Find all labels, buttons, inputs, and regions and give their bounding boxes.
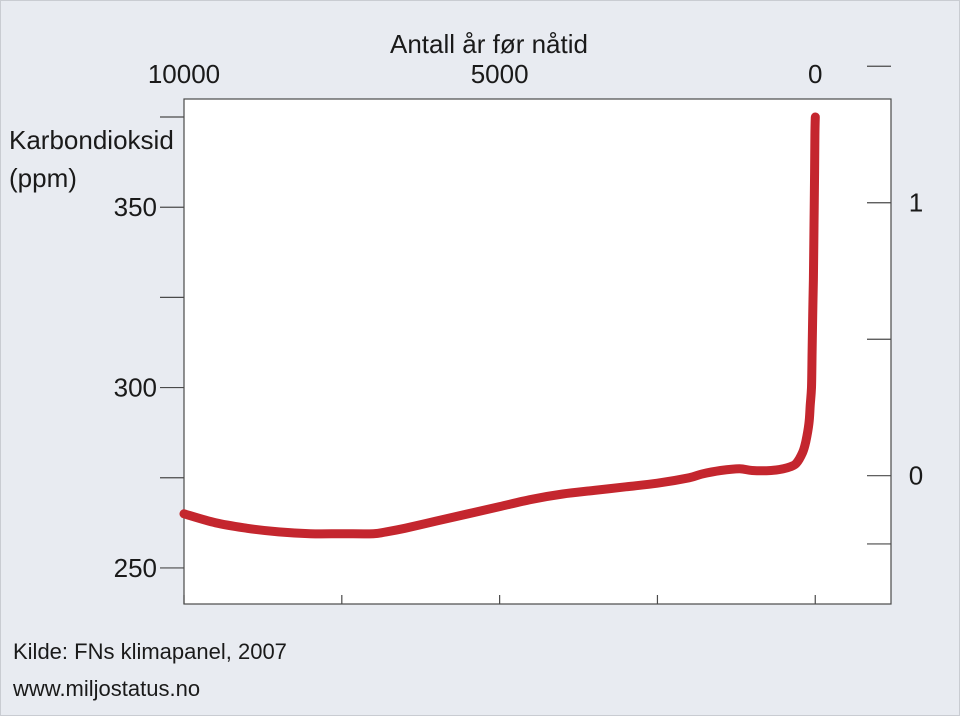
co2-chart: 10000 5000 0 250 300 350 0 1 Antall år før nåti… xyxy=(9,29,924,605)
co2-series-line xyxy=(179,112,820,539)
y-right-axis-tick-label: 0 xyxy=(909,461,923,491)
y-left-axis-tick-label: 250 xyxy=(114,553,157,583)
x-axis-title: Antall år før nåtid xyxy=(390,29,588,59)
axis-tick-labels: 10000 5000 0 250 300 350 0 1 xyxy=(114,59,924,583)
source-credit: Kilde: FNs klimapanel, 2007 xyxy=(13,639,287,664)
axis-ticks xyxy=(160,65,891,604)
y-right-axis-tick-label: 1 xyxy=(909,188,923,218)
y-left-axis-tick-label: 300 xyxy=(114,373,157,403)
plot-area xyxy=(183,98,892,605)
y-left-axis-tick-label: 350 xyxy=(114,192,157,222)
x-axis-tick-label: 5000 xyxy=(471,59,529,89)
y-axis-title-line-2: (ppm) xyxy=(9,163,77,193)
x-axis-tick-label: 10000 xyxy=(148,59,220,89)
x-axis-tick-label: 0 xyxy=(808,59,822,89)
y-axis-title-line-1: Karbondioksid xyxy=(9,125,174,155)
source-website: www.miljostatus.no xyxy=(13,676,201,701)
